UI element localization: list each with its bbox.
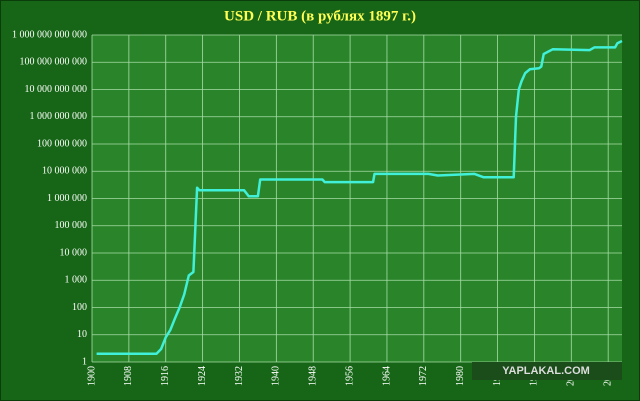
watermark-bg	[472, 362, 622, 380]
y-tick-label: 10 000 000 000	[25, 84, 88, 95]
y-tick-label: 1 000	[65, 275, 88, 286]
y-tick-label: 1 000 000	[47, 193, 87, 204]
y-tick-label: 100 000	[55, 220, 88, 231]
y-tick-label: 100	[72, 302, 87, 313]
y-tick-label: 100 000 000	[37, 138, 87, 149]
x-tick-label: 1900	[86, 366, 97, 386]
y-tick-label: 10	[77, 329, 87, 340]
data-line	[96, 39, 623, 356]
x-tick-label: 1908	[123, 366, 134, 386]
x-tick-label: 1964	[381, 366, 392, 386]
y-tick-label: 100 000 000 000	[20, 57, 88, 68]
y-tick-label: 1	[82, 356, 87, 367]
x-tick-label: 1916	[160, 366, 171, 386]
y-tick-label: 10 000	[60, 247, 88, 258]
y-tick-label: 1 000 000 000	[30, 111, 88, 122]
x-tick-label: 1932	[234, 366, 245, 386]
x-tick-label: 1980	[455, 366, 466, 386]
y-tick-label: 1 000 000 000 000	[12, 29, 87, 40]
chart-title: USD / RUB (в рублях 1897 г.)	[224, 8, 416, 24]
y-tick-label: 10 000 000	[42, 166, 87, 177]
x-tick-label: 1940	[271, 366, 282, 386]
x-tick-label: 1924	[197, 366, 208, 386]
x-tick-label: 1972	[418, 366, 429, 386]
watermark: YAPLAKAL.COM	[502, 365, 590, 377]
x-tick-label: 1956	[344, 366, 355, 386]
x-tick-label: 1948	[308, 366, 319, 386]
